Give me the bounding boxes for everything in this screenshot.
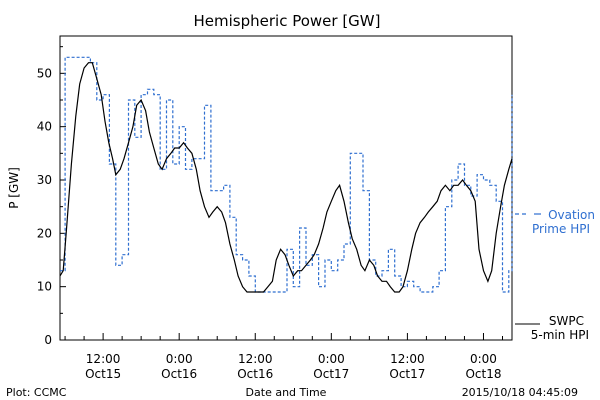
x-tick-date-label: Oct15 <box>85 367 121 381</box>
x-tick-time-label: 0:00 <box>470 352 497 366</box>
y-tick-label: 10 <box>37 280 52 294</box>
y-axis-ticks: 0 10 20 30 40 50 <box>37 46 66 347</box>
y-tick-label: 30 <box>37 173 52 187</box>
y-axis-label: P [GW] <box>7 167 21 209</box>
y-tick-label: 50 <box>37 66 52 80</box>
legend-label-swpc-line1: SWPC <box>549 314 584 328</box>
x-tick-date-label: Oct16 <box>237 367 273 381</box>
x-tick-date-label: Oct17 <box>313 367 349 381</box>
x-axis-ticks: 12:00Oct150:00Oct1612:00Oct160:00Oct1712… <box>64 333 503 381</box>
series-line-swpc <box>59 62 513 293</box>
plot-area-frame <box>59 35 513 341</box>
x-tick-date-label: Oct17 <box>389 367 425 381</box>
legend-label-ovation-line2: Prime HPI <box>532 222 590 236</box>
chart-title: Hemispheric Power [GW] <box>194 12 381 30</box>
legend-item-swpc: SWPC 5-min HPI <box>515 314 589 342</box>
series-line-ovation-prime <box>60 56 513 293</box>
x-tick-time-label: 0:00 <box>166 352 193 366</box>
x-tick-time-label: 12:00 <box>86 352 121 366</box>
x-tick-date-label: Oct16 <box>161 367 197 381</box>
x-tick-time-label: 12:00 <box>238 352 273 366</box>
legend-item-ovation: Ovation Prime HPI <box>515 208 595 236</box>
legend-label-swpc-line2: 5-min HPI <box>531 328 589 342</box>
footer-timestamp: 2015/10/18 04:45:09 <box>462 386 578 399</box>
y-tick-label: 40 <box>37 120 52 134</box>
legend: Ovation Prime HPI SWPC 5-min HPI <box>515 208 595 342</box>
x-tick-date-label: Oct18 <box>465 367 501 381</box>
x-tick-time-label: 0:00 <box>318 352 345 366</box>
series-layer <box>59 56 513 293</box>
x-axis-label: Date and Time <box>246 386 327 399</box>
x-tick-time-label: 12:00 <box>390 352 425 366</box>
y-tick-label: 0 <box>44 333 52 347</box>
footer-plot-credit: Plot: CCMC <box>6 386 67 399</box>
legend-label-ovation-line1: Ovation <box>548 208 595 222</box>
y-tick-label: 20 <box>37 226 52 240</box>
